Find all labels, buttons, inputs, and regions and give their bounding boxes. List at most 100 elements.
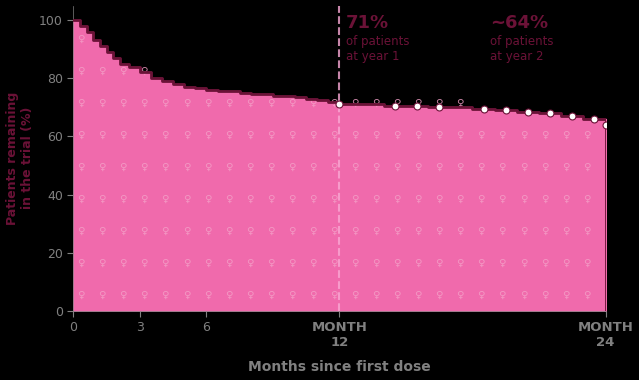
Text: ♀: ♀ bbox=[373, 162, 380, 172]
Text: ♀: ♀ bbox=[267, 194, 275, 204]
Text: ♀: ♀ bbox=[351, 290, 358, 300]
Text: ♀: ♀ bbox=[541, 162, 548, 172]
Text: ♀: ♀ bbox=[288, 162, 296, 172]
Text: ♀: ♀ bbox=[541, 194, 548, 204]
Text: ♀: ♀ bbox=[246, 194, 254, 204]
Text: ♀: ♀ bbox=[183, 130, 190, 140]
Text: ♀: ♀ bbox=[498, 194, 506, 204]
Text: ♀: ♀ bbox=[477, 130, 485, 140]
Text: of patients
at year 2: of patients at year 2 bbox=[490, 35, 554, 63]
Text: ♀: ♀ bbox=[520, 194, 527, 204]
Text: ♀: ♀ bbox=[162, 130, 169, 140]
Text: ♀: ♀ bbox=[119, 162, 127, 172]
Text: ♀: ♀ bbox=[267, 162, 275, 172]
Text: ♀: ♀ bbox=[77, 130, 85, 140]
Text: ♀: ♀ bbox=[456, 162, 464, 172]
Text: ♀: ♀ bbox=[309, 194, 317, 204]
Text: ♀: ♀ bbox=[267, 258, 275, 268]
Text: ♀: ♀ bbox=[477, 162, 485, 172]
Text: ♀: ♀ bbox=[330, 98, 338, 108]
Text: ♀: ♀ bbox=[204, 258, 212, 268]
Text: ♀: ♀ bbox=[373, 290, 380, 300]
Text: ♀: ♀ bbox=[351, 194, 358, 204]
Text: ♀: ♀ bbox=[435, 194, 443, 204]
Text: ♀: ♀ bbox=[162, 98, 169, 108]
Text: ♀: ♀ bbox=[141, 130, 148, 140]
Text: ♀: ♀ bbox=[246, 226, 254, 236]
Text: ♀: ♀ bbox=[288, 226, 296, 236]
Text: ♀: ♀ bbox=[141, 66, 148, 76]
Text: ♀: ♀ bbox=[393, 258, 401, 268]
Text: ♀: ♀ bbox=[330, 226, 338, 236]
Text: ♀: ♀ bbox=[98, 258, 106, 268]
Text: ♀: ♀ bbox=[141, 98, 148, 108]
Text: ♀: ♀ bbox=[435, 130, 443, 140]
Text: ♀: ♀ bbox=[414, 290, 422, 300]
Text: ♀: ♀ bbox=[477, 226, 485, 236]
Text: ♀: ♀ bbox=[541, 290, 548, 300]
Text: ♀: ♀ bbox=[520, 162, 527, 172]
Y-axis label: Patients remaining
in the trial (%): Patients remaining in the trial (%) bbox=[6, 92, 34, 225]
Text: ♀: ♀ bbox=[162, 258, 169, 268]
Text: ♀: ♀ bbox=[456, 194, 464, 204]
Text: ♀: ♀ bbox=[98, 162, 106, 172]
Text: ♀: ♀ bbox=[204, 226, 212, 236]
Text: ♀: ♀ bbox=[267, 130, 275, 140]
Text: ♀: ♀ bbox=[162, 226, 169, 236]
Text: ♀: ♀ bbox=[288, 98, 296, 108]
Text: ♀: ♀ bbox=[288, 130, 296, 140]
X-axis label: Months since first dose: Months since first dose bbox=[248, 361, 431, 374]
Text: ♀: ♀ bbox=[225, 130, 233, 140]
Text: ♀: ♀ bbox=[119, 194, 127, 204]
Text: ♀: ♀ bbox=[435, 290, 443, 300]
Text: ♀: ♀ bbox=[456, 258, 464, 268]
Text: ♀: ♀ bbox=[162, 290, 169, 300]
Text: ♀: ♀ bbox=[119, 258, 127, 268]
Text: ♀: ♀ bbox=[267, 98, 275, 108]
Text: ♀: ♀ bbox=[351, 226, 358, 236]
Text: ♀: ♀ bbox=[309, 98, 317, 108]
Text: ♀: ♀ bbox=[477, 258, 485, 268]
Text: ♀: ♀ bbox=[77, 98, 85, 108]
Text: ♀: ♀ bbox=[309, 258, 317, 268]
Text: ♀: ♀ bbox=[351, 130, 358, 140]
Text: ♀: ♀ bbox=[225, 290, 233, 300]
Text: ♀: ♀ bbox=[498, 258, 506, 268]
Text: ♀: ♀ bbox=[414, 130, 422, 140]
Text: ♀: ♀ bbox=[583, 194, 590, 204]
Text: ♀: ♀ bbox=[141, 258, 148, 268]
Text: ♀: ♀ bbox=[77, 34, 85, 44]
Text: ♀: ♀ bbox=[393, 194, 401, 204]
Text: ♀: ♀ bbox=[183, 290, 190, 300]
Text: ♀: ♀ bbox=[183, 162, 190, 172]
Text: ♀: ♀ bbox=[309, 130, 317, 140]
Text: ♀: ♀ bbox=[562, 194, 569, 204]
Text: ♀: ♀ bbox=[204, 290, 212, 300]
Text: ♀: ♀ bbox=[98, 194, 106, 204]
Text: ♀: ♀ bbox=[414, 258, 422, 268]
Text: ♀: ♀ bbox=[498, 290, 506, 300]
Text: ♀: ♀ bbox=[98, 130, 106, 140]
Text: ♀: ♀ bbox=[267, 290, 275, 300]
Text: ♀: ♀ bbox=[456, 98, 464, 108]
Text: ♀: ♀ bbox=[267, 226, 275, 236]
Text: ♀: ♀ bbox=[141, 194, 148, 204]
Text: ♀: ♀ bbox=[204, 130, 212, 140]
Text: ♀: ♀ bbox=[288, 290, 296, 300]
Text: ♀: ♀ bbox=[77, 66, 85, 76]
Text: ♀: ♀ bbox=[77, 194, 85, 204]
Text: ♀: ♀ bbox=[204, 162, 212, 172]
Text: ♀: ♀ bbox=[77, 258, 85, 268]
Text: ♀: ♀ bbox=[520, 226, 527, 236]
Text: ♀: ♀ bbox=[520, 258, 527, 268]
Text: ♀: ♀ bbox=[330, 162, 338, 172]
Text: ♀: ♀ bbox=[183, 98, 190, 108]
Text: ♀: ♀ bbox=[330, 290, 338, 300]
Text: ♀: ♀ bbox=[119, 226, 127, 236]
Text: ♀: ♀ bbox=[583, 290, 590, 300]
Text: ♀: ♀ bbox=[373, 130, 380, 140]
Text: ♀: ♀ bbox=[351, 98, 358, 108]
Text: ♀: ♀ bbox=[141, 162, 148, 172]
Text: ♀: ♀ bbox=[435, 162, 443, 172]
Text: ♀: ♀ bbox=[351, 162, 358, 172]
